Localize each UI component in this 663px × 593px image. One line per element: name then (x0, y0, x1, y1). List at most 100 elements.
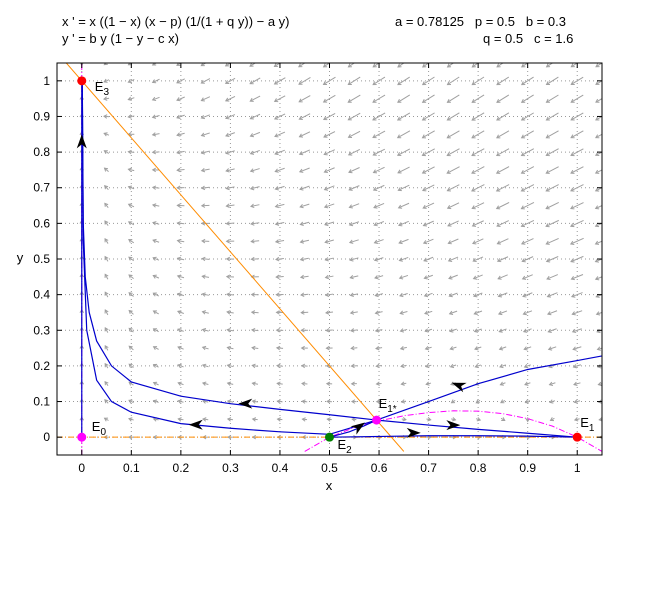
field-arrow (473, 310, 483, 316)
field-arrow (496, 112, 510, 121)
field-arrow (152, 256, 160, 261)
field-arrow (249, 63, 257, 67)
field-arrow (225, 256, 235, 262)
field-arrow (520, 112, 534, 121)
field-arrow (399, 328, 408, 333)
field-arrow (401, 417, 407, 422)
field-arrow (372, 148, 386, 156)
field-arrow (451, 417, 457, 422)
field-arrow (570, 63, 579, 68)
field-arrow (276, 417, 283, 422)
field-arrow (225, 150, 235, 155)
field-arrow (176, 238, 185, 244)
field-arrow (373, 239, 384, 244)
field-arrow (103, 417, 109, 422)
field-arrow (226, 381, 234, 386)
field-arrow (201, 238, 210, 244)
field-arrow (128, 256, 134, 262)
field-arrow (545, 76, 559, 86)
field-arrow (249, 168, 260, 173)
trajectory (329, 435, 578, 438)
field-arrow (594, 133, 602, 139)
field-arrow (372, 112, 386, 121)
field-arrow (249, 149, 260, 155)
field-arrow (449, 328, 457, 333)
field-arrow (424, 346, 432, 351)
field-arrow (152, 346, 159, 350)
x-tick-label: 0.2 (173, 461, 190, 475)
field-arrow (471, 166, 485, 174)
field-arrow (397, 76, 410, 86)
field-arrow (324, 221, 335, 227)
field-arrow (597, 381, 602, 387)
field-arrow (496, 76, 510, 86)
field-arrow (496, 130, 510, 139)
field-arrow (250, 327, 259, 333)
field-arrow (471, 148, 485, 157)
field-arrow (349, 292, 359, 298)
field-arrow (347, 76, 361, 86)
field-arrow (249, 95, 261, 102)
field-arrow (446, 76, 460, 86)
field-arrow (571, 310, 583, 316)
field-arrow (324, 274, 334, 280)
field-arrow (421, 94, 435, 103)
field-arrow (201, 292, 209, 297)
field-arrow (348, 221, 360, 227)
field-arrow (424, 310, 433, 315)
field-arrow (127, 203, 135, 208)
field-arrow (200, 114, 210, 120)
field-arrow (299, 185, 310, 191)
field-arrow (326, 417, 332, 422)
field-arrow (273, 95, 286, 103)
field-arrow (177, 363, 184, 368)
field-arrow (521, 256, 534, 263)
field-arrow (520, 201, 535, 210)
field-arrow (128, 309, 134, 315)
field-arrow (546, 274, 559, 281)
field-arrow (421, 130, 435, 139)
field-arrow (322, 112, 336, 121)
field-arrow (500, 417, 506, 421)
field-arrow (151, 203, 160, 208)
field-arrow (374, 292, 383, 298)
y-tick-label: 0 (43, 430, 50, 444)
field-arrow (548, 381, 556, 386)
field-arrow (421, 76, 435, 86)
field-arrow (200, 167, 210, 173)
parameters-row-1: a = 0.78125 p = 0.5 b = 0.3 (395, 14, 566, 29)
field-arrow (201, 345, 209, 351)
field-arrow (300, 363, 308, 369)
field-arrow (446, 94, 460, 103)
field-arrow (350, 381, 357, 386)
field-arrow (472, 256, 484, 263)
field-arrow (348, 239, 359, 244)
field-arrow (596, 346, 602, 351)
field-arrow (103, 114, 110, 119)
y-tick-label: 0.8 (33, 145, 50, 159)
field-arrow (200, 150, 210, 155)
field-arrow (471, 76, 485, 86)
field-arrow (201, 310, 209, 315)
field-arrow (396, 130, 411, 139)
field-arrow (520, 238, 534, 245)
field-arrow (399, 292, 408, 298)
field-arrow (425, 381, 432, 386)
field-arrow (398, 274, 409, 280)
field-arrow (545, 184, 559, 192)
field-arrow (373, 257, 384, 262)
field-arrow (569, 237, 584, 245)
y-tick-label: 0.9 (33, 109, 50, 123)
field-arrow (200, 203, 210, 208)
field-arrow (104, 327, 109, 333)
field-arrow (374, 275, 384, 280)
field-arrow (299, 221, 310, 226)
field-arrow (598, 417, 602, 422)
field-arrow (177, 399, 184, 404)
field-arrow (250, 203, 260, 209)
field-arrow (498, 346, 507, 351)
field-arrow (250, 310, 259, 315)
field-arrow (421, 166, 435, 174)
field-arrow (151, 78, 160, 84)
field-arrow (225, 221, 235, 226)
